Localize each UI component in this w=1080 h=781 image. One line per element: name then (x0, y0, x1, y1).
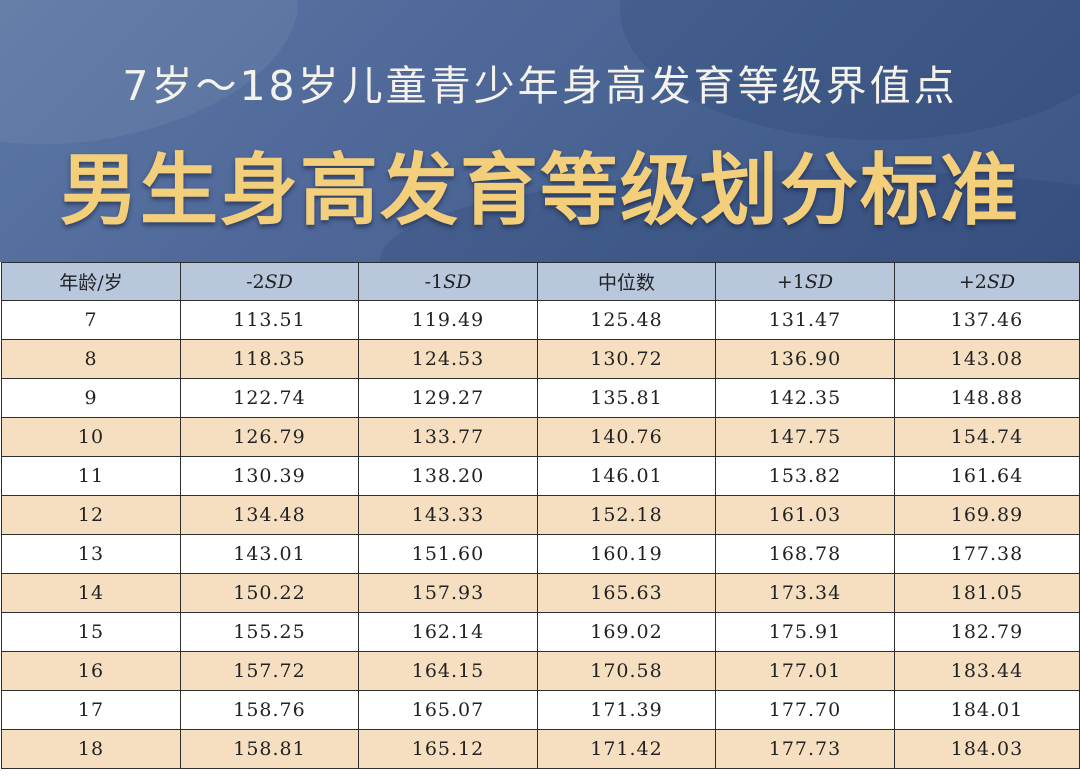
table-header-row: 年龄/岁 -2SD -1SD 中位数 +1SD +2SD (1, 262, 1080, 301)
minus-1sd-cell: 143.33 (358, 495, 538, 535)
plus-2sd-cell: 143.08 (894, 339, 1080, 379)
column-header-minus-1sd: -1SD (358, 262, 538, 301)
median-cell: 152.18 (537, 495, 716, 535)
plus-1sd-cell: 136.90 (715, 339, 895, 379)
minus-2sd-cell: 118.35 (180, 339, 359, 379)
plus-1sd-cell: 177.70 (715, 690, 895, 730)
column-header-minus-2sd: -2SD (180, 262, 359, 301)
plus-2sd-cell: 137.46 (894, 300, 1080, 340)
minus-2sd-cell: 158.81 (180, 729, 359, 769)
plus-1sd-cell: 142.35 (715, 378, 895, 418)
median-cell: 170.58 (537, 651, 716, 691)
plus-2sd-cell: 184.03 (894, 729, 1080, 769)
column-header-plus-1sd: +1SD (715, 262, 895, 301)
height-standard-table: 年龄/岁 -2SD -1SD 中位数 +1SD +2SD 7 113.51 119.… (1, 262, 1080, 769)
age-cell: 17 (1, 690, 181, 730)
plus-1sd-cell: 175.91 (715, 612, 895, 652)
median-cell: 135.81 (537, 378, 716, 418)
minus-2sd-cell: 158.76 (180, 690, 359, 730)
minus-1sd-cell: 165.12 (358, 729, 538, 769)
plus-1sd-cell: 161.03 (715, 495, 895, 535)
table-row: 7 113.51 119.49 125.48 131.47 137.46 (1, 300, 1080, 340)
minus-1sd-cell: 119.49 (358, 300, 538, 340)
minus-2sd-cell: 143.01 (180, 534, 359, 574)
plus-1sd-cell: 177.73 (715, 729, 895, 769)
minus-1sd-cell: 157.93 (358, 573, 538, 613)
plus-1sd-cell: 153.82 (715, 456, 895, 496)
table-row: 8 118.35 124.53 130.72 136.90 143.08 (1, 339, 1080, 379)
page-title: 男生身高发育等级划分标准 (59, 146, 1020, 236)
age-cell: 8 (1, 339, 181, 379)
table-row: 18 158.81 165.12 171.42 177.73 184.03 (1, 729, 1080, 769)
plus-2sd-cell: 181.05 (894, 573, 1080, 613)
minus-1sd-cell: 165.07 (358, 690, 538, 730)
table-row: 16 157.72 164.15 170.58 177.01 183.44 (1, 651, 1080, 691)
minus-2sd-cell: 150.22 (180, 573, 359, 613)
minus-2sd-cell: 122.74 (180, 378, 359, 418)
minus-2sd-cell: 130.39 (180, 456, 359, 496)
plus-2sd-cell: 169.89 (894, 495, 1080, 535)
plus-2sd-cell: 161.64 (894, 456, 1080, 496)
age-cell: 18 (1, 729, 181, 769)
minus-2sd-cell: 134.48 (180, 495, 359, 535)
minus-1sd-cell: 164.15 (358, 651, 538, 691)
minus-1sd-cell: 129.27 (358, 378, 538, 418)
page-subtitle: 7岁～18岁儿童青少年身高发育等级界值点 (122, 62, 958, 110)
minus-1sd-cell: 124.53 (358, 339, 538, 379)
median-cell: 160.19 (537, 534, 716, 574)
table-row: 10 126.79 133.77 140.76 147.75 154.74 (1, 417, 1080, 457)
median-cell: 140.76 (537, 417, 716, 457)
median-cell: 171.39 (537, 690, 716, 730)
plus-2sd-cell: 182.79 (894, 612, 1080, 652)
table-container: 年龄/岁 -2SD -1SD 中位数 +1SD +2SD 7 113.51 119.… (0, 262, 1080, 769)
table-row: 13 143.01 151.60 160.19 168.78 177.38 (1, 534, 1080, 574)
age-cell: 16 (1, 651, 181, 691)
plus-2sd-cell: 148.88 (894, 378, 1080, 418)
minus-2sd-cell: 155.25 (180, 612, 359, 652)
minus-2sd-cell: 113.51 (180, 300, 359, 340)
minus-1sd-cell: 151.60 (358, 534, 538, 574)
plus-2sd-cell: 177.38 (894, 534, 1080, 574)
minus-1sd-cell: 138.20 (358, 456, 538, 496)
column-header-plus-2sd: +2SD (894, 262, 1080, 301)
table-row: 14 150.22 157.93 165.63 173.34 181.05 (1, 573, 1080, 613)
plus-2sd-cell: 184.01 (894, 690, 1080, 730)
age-cell: 15 (1, 612, 181, 652)
column-header-age: 年龄/岁 (1, 262, 181, 301)
age-cell: 12 (1, 495, 181, 535)
minus-2sd-cell: 157.72 (180, 651, 359, 691)
age-cell: 7 (1, 300, 181, 340)
table-row: 9 122.74 129.27 135.81 142.35 148.88 (1, 378, 1080, 418)
median-cell: 130.72 (537, 339, 716, 379)
age-cell: 9 (1, 378, 181, 418)
header-banner: 7岁～18岁儿童青少年身高发育等级界值点 男生身高发育等级划分标准 (0, 0, 1080, 262)
age-cell: 11 (1, 456, 181, 496)
minus-1sd-cell: 133.77 (358, 417, 538, 457)
plus-2sd-cell: 154.74 (894, 417, 1080, 457)
age-cell: 14 (1, 573, 181, 613)
table-row: 12 134.48 143.33 152.18 161.03 169.89 (1, 495, 1080, 535)
median-cell: 146.01 (537, 456, 716, 496)
plus-1sd-cell: 147.75 (715, 417, 895, 457)
plus-1sd-cell: 177.01 (715, 651, 895, 691)
plus-2sd-cell: 183.44 (894, 651, 1080, 691)
median-cell: 171.42 (537, 729, 716, 769)
minus-2sd-cell: 126.79 (180, 417, 359, 457)
column-header-median: 中位数 (537, 262, 716, 301)
plus-1sd-cell: 131.47 (715, 300, 895, 340)
age-cell: 13 (1, 534, 181, 574)
table-row: 15 155.25 162.14 169.02 175.91 182.79 (1, 612, 1080, 652)
median-cell: 165.63 (537, 573, 716, 613)
median-cell: 169.02 (537, 612, 716, 652)
plus-1sd-cell: 168.78 (715, 534, 895, 574)
age-cell: 10 (1, 417, 181, 457)
table-row: 17 158.76 165.07 171.39 177.70 184.01 (1, 690, 1080, 730)
median-cell: 125.48 (537, 300, 716, 340)
table-row: 11 130.39 138.20 146.01 153.82 161.64 (1, 456, 1080, 496)
minus-1sd-cell: 162.14 (358, 612, 538, 652)
table-body: 7 113.51 119.49 125.48 131.47 137.46 8 118.35 12… (1, 300, 1080, 769)
plus-1sd-cell: 173.34 (715, 573, 895, 613)
